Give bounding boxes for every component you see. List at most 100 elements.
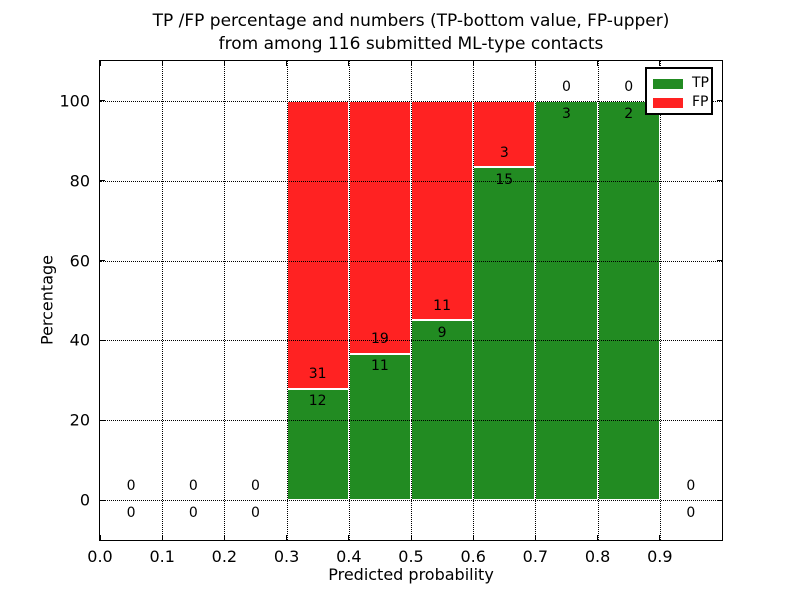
y-tick-label-0: 0 (79, 490, 90, 510)
legend-row-TP: TP (653, 74, 711, 93)
xtick-bottom-1 (721, 535, 723, 540)
gridline-x-0.3 (286, 61, 288, 540)
xtick-top-0.1 (161, 61, 163, 66)
legend: TP FP (645, 67, 713, 115)
y-tick-label-20: 20 (69, 410, 90, 430)
ytick-left-60 (100, 260, 105, 262)
x-tick-label-0.9: 0.9 (647, 547, 673, 566)
xtick-bottom-0.4 (348, 535, 350, 540)
ytick-right-40 (717, 339, 722, 341)
bar-fp-0.3-0.4 (286, 100, 349, 389)
xtick-bottom-0.9 (659, 535, 661, 540)
x-tick-label-0.7: 0.7 (522, 547, 549, 566)
fp-count-label-0.5-0.6: 11 (433, 298, 452, 315)
gridline-x-0.2 (224, 61, 226, 540)
y-tick-label-100: 100 (59, 91, 90, 111)
legend-label-FP: FP (692, 94, 709, 110)
fp-count-label-0.6-0.7: 3 (499, 145, 509, 162)
fp-count-label-0.1-0.2: 0 (188, 477, 198, 494)
x-tick-label-0.4: 0.4 (336, 547, 362, 566)
xtick-top-0.9 (659, 61, 661, 66)
tp-count-label-0.0-0.1: 0 (126, 504, 136, 521)
xtick-top-0.5 (410, 61, 412, 66)
x-axis-label: Predicted probability (328, 565, 494, 584)
fp-count-label-0.0-0.1: 0 (126, 477, 136, 494)
bar-fp-0.4-0.5 (348, 100, 411, 354)
gridline-x-0.4 (348, 61, 350, 540)
tp-count-label-0.5-0.6: 9 (437, 325, 447, 342)
tp-count-label-0.9-1.0: 0 (686, 504, 696, 521)
ytick-right-0 (717, 499, 722, 501)
y-tick-label-60: 60 (69, 251, 90, 271)
legend-swatch-TP (653, 78, 683, 89)
gridline-x-0.7 (535, 61, 537, 540)
bar-tp-0.4-0.5 (348, 353, 411, 501)
tp-count-label-0.6-0.7: 15 (495, 172, 514, 189)
y-axis-label: Percentage (37, 254, 57, 346)
x-tick-label-0.3: 0.3 (273, 547, 300, 566)
xtick-top-0.8 (597, 61, 599, 66)
ytick-left-100 (100, 100, 105, 102)
xtick-bottom-0.8 (597, 535, 599, 540)
xtick-top-0.3 (286, 61, 288, 66)
x-tick-label-0.6: 0.6 (460, 547, 486, 566)
x-tick-label-0.8: 0.8 (584, 547, 611, 566)
bar-tp-0.5-0.6 (411, 320, 474, 501)
ytick-left-40 (100, 339, 105, 341)
bar-tp-0.8-0.9 (597, 100, 660, 501)
bar-tp-0.6-0.7 (473, 167, 536, 501)
ytick-right-100 (717, 100, 722, 102)
gridline-x-0.9 (659, 61, 661, 540)
legend-row-FP: FP (653, 93, 711, 112)
chart-title-line1: TP /FP percentage and numbers (TP-bottom… (152, 11, 670, 31)
x-tick-label-0.2: 0.2 (211, 547, 238, 566)
xtick-bottom-0.1 (161, 535, 163, 540)
y-tick-label-80: 80 (69, 171, 90, 191)
ytick-right-20 (717, 419, 722, 421)
xtick-bottom-0.6 (472, 535, 474, 540)
tp-count-label-0.7-0.8: 3 (562, 105, 571, 122)
xtick-bottom-0.3 (286, 535, 288, 540)
ytick-left-80 (100, 180, 105, 182)
xtick-bottom-0.7 (534, 535, 536, 540)
fp-count-label-0.2-0.3: 0 (251, 477, 260, 494)
ytick-right-60 (717, 260, 722, 262)
y-tick-label-40: 40 (69, 330, 90, 350)
tp-count-label-0.1-0.2: 0 (188, 504, 198, 521)
tp-count-label-0.4-0.5: 11 (370, 358, 389, 375)
x-tick-label-0.1: 0.1 (149, 547, 175, 566)
legend-label-TP: TP (692, 75, 709, 91)
xtick-bottom-0.5 (410, 535, 412, 540)
ytick-left-0 (100, 499, 105, 501)
tp-count-label-0.2-0.3: 0 (251, 504, 260, 521)
bar-tp-0.7-0.8 (535, 100, 598, 501)
x-tick-label-0.0: 0.0 (87, 547, 113, 566)
xtick-bottom-0.0 (99, 535, 101, 540)
xtick-top-0.0 (99, 61, 101, 66)
chart-title-line2: from among 116 submitted ML-type contact… (218, 34, 604, 54)
gridline-x-0.6 (473, 61, 475, 540)
bar-tp-0.3-0.4 (286, 388, 349, 501)
tp-count-label-0.8-0.9: 2 (624, 105, 634, 122)
ytick-right-80 (717, 180, 722, 182)
legend-swatch-FP (653, 97, 683, 108)
fp-count-label-0.7-0.8: 0 (562, 78, 571, 95)
xtick-top-1 (721, 61, 723, 66)
x-tick-label-0.5: 0.5 (398, 547, 424, 566)
plot-area: TP FP 0 20 40 60 80 100 0.0 0.1 0.2 0.3 0.4 0.5 0.6 0.… (59, 60, 723, 566)
fp-count-label-0.3-0.4: 31 (308, 366, 327, 383)
chart-title: TP /FP percentage and numbers (TP-bottom… (100, 10, 722, 56)
fp-count-label-0.8-0.9: 0 (624, 78, 634, 95)
gridline-x-0.5 (411, 61, 412, 540)
ytick-left-20 (100, 419, 105, 421)
xtick-top-0.2 (223, 61, 225, 66)
xtick-top-0.4 (348, 61, 350, 66)
bar-fp-0.5-0.6 (411, 100, 474, 321)
gridline-x-0.1 (162, 61, 164, 540)
xtick-top-0.6 (472, 61, 474, 66)
xtick-top-0.7 (534, 61, 536, 66)
xtick-bottom-0.2 (223, 535, 225, 540)
fp-count-label-0.4-0.5: 19 (370, 331, 389, 348)
tp-count-label-0.3-0.4: 12 (308, 393, 327, 410)
